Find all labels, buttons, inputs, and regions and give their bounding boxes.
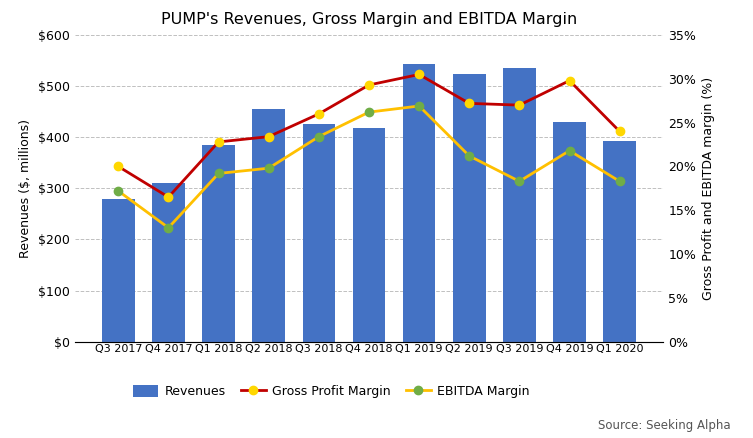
Bar xyxy=(303,124,335,342)
Legend: Revenues, Gross Profit Margin, EBITDA Margin: Revenues, Gross Profit Margin, EBITDA Ma… xyxy=(128,380,535,403)
Line: Gross Profit Margin: Gross Profit Margin xyxy=(114,70,623,201)
EBITDA Margin xyxy=(164,225,173,230)
Y-axis label: Gross Profit and EBITDA margin (%): Gross Profit and EBITDA margin (%) xyxy=(702,77,715,300)
Bar xyxy=(553,122,586,342)
EBITDA Margin xyxy=(615,179,624,184)
Gross Profit Margin xyxy=(264,134,273,139)
EBITDA Margin xyxy=(515,179,524,184)
EBITDA Margin xyxy=(264,166,273,171)
EBITDA Margin xyxy=(415,103,424,109)
Bar xyxy=(603,141,636,342)
Title: PUMP's Revenues, Gross Margin and EBITDA Margin: PUMP's Revenues, Gross Margin and EBITDA… xyxy=(161,12,577,27)
Gross Profit Margin xyxy=(615,129,624,134)
EBITDA Margin xyxy=(214,171,223,176)
EBITDA Margin xyxy=(314,134,323,139)
Line: EBITDA Margin: EBITDA Margin xyxy=(114,102,623,232)
Gross Profit Margin xyxy=(314,111,323,117)
Bar xyxy=(453,74,486,342)
Y-axis label: Revenues ($, millions): Revenues ($, millions) xyxy=(19,119,32,258)
Gross Profit Margin xyxy=(465,101,474,106)
Bar xyxy=(152,183,184,342)
Gross Profit Margin xyxy=(565,78,574,83)
Bar xyxy=(102,198,135,342)
Gross Profit Margin xyxy=(214,139,223,145)
Text: Source: Seeking Alpha: Source: Seeking Alpha xyxy=(598,419,730,432)
Bar xyxy=(252,109,285,342)
Bar xyxy=(203,145,235,342)
EBITDA Margin xyxy=(565,148,574,153)
Bar xyxy=(503,68,535,342)
Gross Profit Margin xyxy=(515,102,524,108)
Gross Profit Margin xyxy=(415,72,424,77)
Gross Profit Margin xyxy=(164,194,173,200)
Gross Profit Margin xyxy=(364,82,373,88)
Gross Profit Margin xyxy=(114,164,123,169)
Bar xyxy=(403,64,435,342)
EBITDA Margin xyxy=(465,153,474,159)
Bar xyxy=(352,128,386,342)
EBITDA Margin xyxy=(114,188,123,194)
EBITDA Margin xyxy=(364,110,373,115)
